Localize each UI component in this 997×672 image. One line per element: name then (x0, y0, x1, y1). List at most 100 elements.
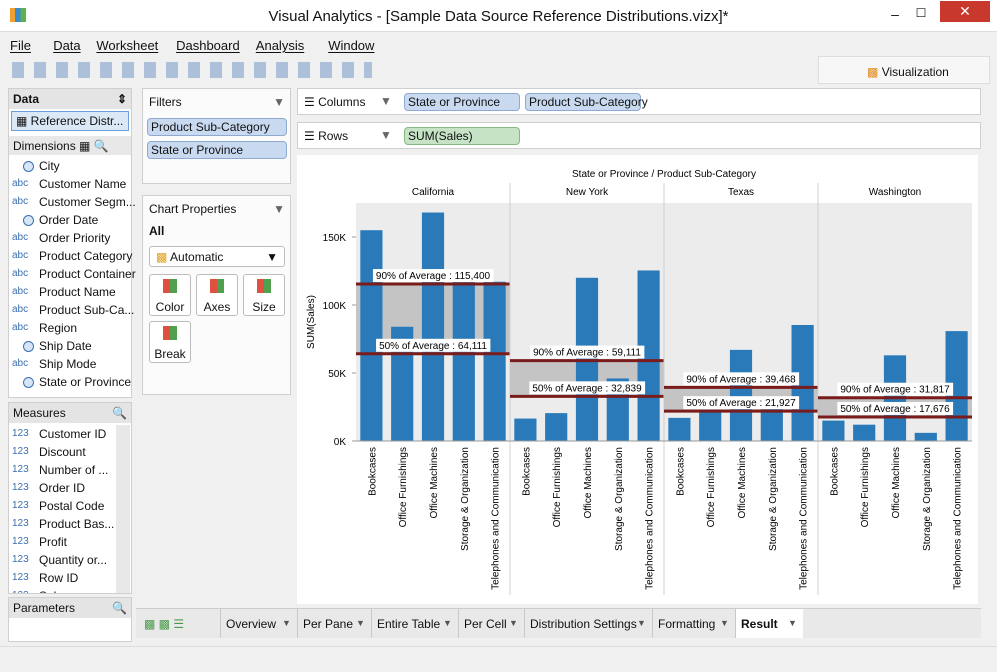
field-item[interactable]: abc Product Container (9, 265, 136, 283)
reference-label: 50% of Average : 64,111 (379, 341, 487, 352)
button-icon (257, 279, 271, 293)
tab-label: Entire Table (377, 617, 441, 631)
reference-label-bg (372, 269, 494, 283)
menu-item[interactable]: Analysis (255, 38, 305, 53)
close-button[interactable]: ✕ (940, 1, 990, 22)
tab[interactable]: Formatting ▼ (652, 609, 735, 638)
scrollbar[interactable] (116, 425, 130, 593)
field-item[interactable]: 123 Profit (9, 533, 115, 551)
x-tick-label: Office Furnishings (398, 447, 409, 527)
rows-label: ☰ Rows (304, 129, 349, 143)
data-source[interactable]: ▦ Reference Distr... (11, 111, 129, 131)
field-item[interactable]: abc Region (9, 319, 131, 337)
field-item[interactable]: 123 Postal Code (9, 497, 115, 515)
shelf-pill[interactable]: State or Province (404, 93, 520, 111)
x-tick-label: Office Machines (429, 447, 440, 519)
tab[interactable]: Distribution Settings ▼ (524, 609, 652, 638)
bar (452, 281, 475, 441)
columns-label: ☰ Columns (304, 95, 366, 109)
field-item[interactable]: Order Date (9, 211, 131, 229)
toolbar-icons[interactable] (12, 62, 372, 78)
status-bar (0, 646, 997, 672)
menu-item[interactable]: Window (328, 38, 375, 53)
chart-area: State or Province / Product Sub-Category… (297, 155, 978, 604)
menu-item[interactable]: Data (53, 38, 81, 53)
field-item[interactable]: 123 Order ID (9, 479, 115, 497)
bar (822, 420, 845, 441)
shelf-pill[interactable]: Product Sub-Category (525, 93, 648, 111)
tab-label: Per Pane (303, 617, 354, 631)
field-icon: 123 (12, 464, 29, 475)
field-item[interactable]: abc Product Sub-Ca... (9, 301, 134, 319)
tab[interactable]: Per Pane ▼ (297, 609, 371, 638)
field-item[interactable]: abc Product Category (9, 247, 132, 265)
bar (699, 409, 722, 441)
dimensions-list: City abc Customer Name abc Customer Segm... O… (9, 157, 136, 397)
field-item[interactable]: State or Province (9, 373, 131, 391)
dimensions-title: Dimensions (13, 139, 76, 153)
reference-label: 90% of Average : 39,468 (686, 374, 796, 385)
menu-item[interactable]: File (10, 38, 31, 53)
field-icon: 123 (12, 536, 29, 547)
property-button[interactable]: Color (149, 274, 191, 316)
tab-label: Per Cell (464, 617, 507, 631)
shelf-menu[interactable]: ▼ (380, 128, 392, 142)
field-name: Region (39, 321, 78, 335)
field-item[interactable]: abc Product Name (9, 283, 131, 301)
shelf-menu[interactable]: ▼ (380, 94, 392, 108)
tab[interactable]: Entire Table ▼ (371, 609, 458, 638)
tab-tools[interactable]: ▩ ▩ ☰ (144, 617, 185, 631)
minimize-button[interactable]: – (891, 6, 899, 22)
chart: State or Province / Product Sub-Category… (306, 169, 972, 595)
property-button[interactable]: Break (149, 321, 191, 363)
filter-pill[interactable]: State or Province (147, 141, 287, 159)
field-name: Order ID (39, 481, 86, 495)
field-item[interactable]: abc Order Priority (9, 229, 131, 247)
field-item[interactable]: City (9, 157, 131, 175)
field-name: Number of ... (39, 463, 109, 477)
data-panel: Data ⇕ ▦ Reference Distr... Dimensions ▦ … (8, 88, 136, 398)
tab[interactable]: Result ▼ (735, 609, 803, 638)
tab[interactable]: Per Cell ▼ (458, 609, 524, 638)
field-item[interactable]: 123 Number of ... (9, 461, 115, 479)
field-icon: abc (12, 286, 29, 297)
menu-item[interactable]: Worksheet (96, 38, 159, 53)
x-tick-label: Telephones and Communication (491, 447, 502, 590)
field-item[interactable]: abc Customer Segm... (9, 193, 136, 211)
property-button[interactable]: Axes (196, 274, 238, 316)
x-tick-label: Storage & Organization (922, 447, 933, 551)
pane-header: Washington (869, 187, 921, 198)
field-item[interactable]: 123 Quantity or... (9, 551, 115, 569)
field-item[interactable]: Ship Date (9, 337, 131, 355)
rows-shelf: ☰ Rows ▼ SUM(Sales) (297, 122, 981, 149)
maximize-button[interactable]: ☐ (915, 6, 927, 20)
field-item[interactable]: 123 Customer ID (9, 425, 115, 443)
field-icon (23, 377, 34, 388)
bar (637, 270, 660, 441)
button-label: Axes (203, 300, 231, 314)
field-item[interactable]: 123 Discount (9, 443, 115, 461)
field-item[interactable]: 123Sales (9, 587, 115, 593)
field-item[interactable]: 123 Row ID (9, 569, 115, 587)
filter-pill[interactable]: Product Sub-Category (147, 118, 287, 136)
visualization-tab[interactable]: ▩ Visualization (818, 56, 990, 84)
field-item[interactable]: abc Ship Mode (9, 355, 131, 373)
tab-arrow: ▼ (282, 618, 291, 628)
shelf-pill[interactable]: SUM(Sales) (404, 127, 520, 145)
y-axis-label: SUM(Sales) (306, 295, 317, 349)
field-icon (23, 341, 34, 352)
field-icon: 123 (12, 572, 29, 583)
field-item[interactable]: 123 Product Bas... (9, 515, 115, 533)
x-tick-label: Office Furnishings (860, 447, 871, 527)
field-icon: 123 (12, 482, 29, 493)
property-button[interactable]: Size (243, 274, 285, 316)
mark-type: Automatic (170, 250, 224, 264)
filters-panel: Filters ▼ Product Sub-Category State or Pr… (142, 88, 291, 184)
tab-label: Result (741, 617, 778, 631)
mark-type-dropdown[interactable]: ▩ Automatic ▼ (149, 246, 285, 267)
menu-item[interactable]: Dashboard (176, 38, 240, 53)
filters-header: Filters ▼ (149, 95, 285, 109)
tab[interactable]: Overview ▼ (220, 609, 297, 638)
field-item[interactable]: abc Customer Name (9, 175, 131, 193)
